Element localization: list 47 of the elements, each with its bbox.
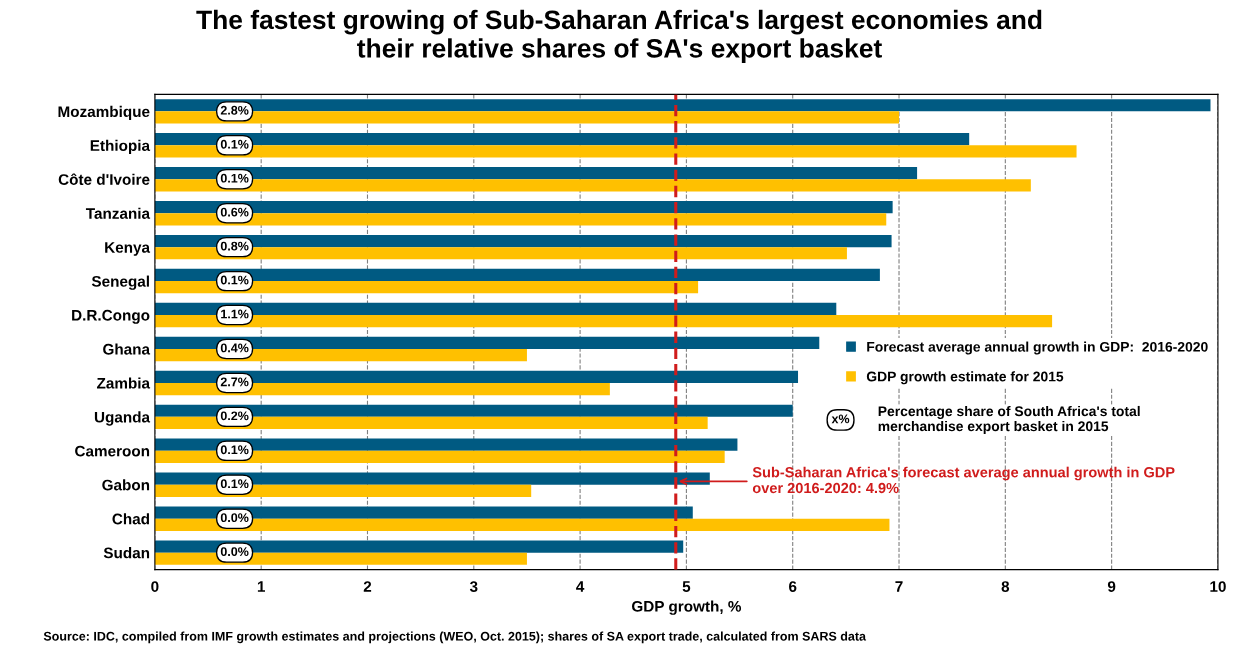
x-tick-label: 1	[257, 581, 265, 592]
y-tick-label: Zambia	[96, 377, 151, 389]
annotation: 0.1%	[220, 139, 249, 149]
x-tick-label: 8	[1001, 581, 1010, 592]
annotation: 0.4%	[220, 343, 249, 353]
legend-label: GDP growth estimate for 2015	[866, 371, 1064, 385]
x-tick-label: 9	[1107, 581, 1116, 592]
y-tick-label: D.R.Congo	[72, 309, 150, 324]
y-tick-label: Uganda	[94, 411, 151, 426]
y-tick-label: Ethiopia	[90, 139, 151, 155]
y-tick-label: Mozambique	[58, 105, 150, 121]
annotation: 2.8%	[220, 105, 249, 115]
annotation: 0.1%	[220, 275, 249, 285]
x-tick-label: 7	[895, 581, 903, 592]
x-tick-label: 6	[789, 581, 797, 592]
x-tick-label: 0	[151, 581, 159, 592]
annotation: 0.1%	[220, 173, 249, 183]
x-tick-label: 2	[363, 581, 372, 592]
ref-line-label: Sub-Saharan Africa's forecast average annual growth in GDP over 2016-2020: 4.9%	[752, 466, 1175, 494]
y-tick-label: Senegal	[91, 275, 149, 290]
annotation: Percentage share of South Africa's total merchandise export basket in 2015	[878, 405, 1140, 434]
x-tick-label: 5	[682, 581, 691, 592]
x-tick-label: 4	[576, 581, 585, 592]
annotation: x%	[831, 414, 850, 424]
annotation: 0.0%	[220, 513, 249, 523]
y-tick-label: Cameroon	[75, 445, 150, 457]
y-tick-label: Sudan	[103, 547, 150, 559]
annotation: 0.1%	[220, 445, 249, 455]
y-tick-label: Tanzania	[85, 207, 151, 219]
x-axis-title: GDP growth, %	[632, 600, 742, 615]
annotation: 0.8%	[220, 241, 249, 251]
chart-title: The fastest growing of Sub-Saharan Africa's largest economies and their relative shares of SA's export basket	[196, 9, 1042, 63]
annotation: 0.1%	[220, 479, 249, 489]
annotation: 2.7%	[220, 377, 249, 387]
y-tick-label: Gabon	[102, 479, 150, 491]
y-tick-label: Côte d'Ivoire	[58, 173, 150, 185]
legend-label: Forecast average annual growth in GDP: 2016-2020	[867, 341, 1208, 355]
x-tick-label: 3	[469, 581, 478, 592]
y-tick-label: Kenya	[105, 242, 151, 256]
annotation: 1.1%	[221, 309, 249, 319]
y-tick-label: Ghana	[103, 343, 151, 355]
x-tick-label: 10	[1210, 581, 1226, 592]
annotation: 0.2%	[220, 411, 249, 421]
annotation: 0.0%	[220, 547, 249, 557]
annotation: 0.6%	[220, 207, 249, 217]
y-tick-label: Chad	[112, 513, 150, 525]
source-note: Source: IDC, compiled from IMF growth estimates and projections (WEO, Oct. 2015); shares of SA export trade, calculated from SARS data	[43, 631, 867, 644]
